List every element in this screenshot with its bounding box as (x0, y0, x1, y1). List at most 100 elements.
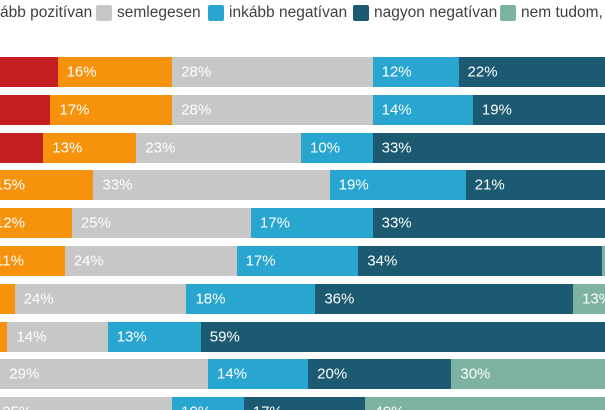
legend-label: nem tudom, n (521, 4, 605, 21)
segment-very-positive (0, 57, 58, 87)
legend-label: nagyon negatívan (374, 4, 498, 21)
segment-label: 13% (582, 290, 605, 308)
segment-rather-negative: 12% (372, 57, 459, 87)
segment-label: 19% (338, 176, 369, 194)
segment-label: 10% (310, 139, 341, 157)
segment-very-negative: 20% (308, 359, 452, 390)
segment-label: 22% (467, 63, 498, 81)
bar-row: 17% 28% 14% 19% (0, 94, 605, 125)
segment-neutral: 23% (136, 132, 302, 163)
bar-row: 12% 25% 17% 33% (0, 208, 605, 239)
segment-rather-positive: 16% (57, 57, 173, 87)
segment-rather-negative: 10% (301, 132, 373, 163)
segment-rather-positive: 15% (0, 170, 94, 201)
segment-rather-negative: 10% (172, 397, 244, 410)
segment-very-negative: 33% (372, 132, 605, 163)
segment-dont-know (601, 246, 605, 276)
legend-label: inkább negatívan (229, 4, 348, 21)
legend-label: ább pozitívan (0, 4, 93, 21)
segment-label: 17% (245, 252, 276, 270)
legend-swatch (96, 5, 112, 21)
segment-label: 12% (381, 63, 412, 81)
segment-label: 34% (367, 252, 398, 270)
segment-label: 10% (181, 405, 211, 410)
segment-label: 17% (59, 101, 90, 119)
legend-label: semlegesen (117, 4, 201, 21)
chart-legend: ább pozitívan semlegesen inkább negatívan n… (0, 0, 605, 26)
segment-rather-negative: 14% (207, 359, 309, 390)
legend-item: inkább negatívan (208, 3, 347, 23)
bar-row: 14% 13% 59% (0, 321, 605, 352)
segment-label: 12% (0, 214, 26, 232)
segment-rather-negative: 14% (372, 94, 473, 125)
segment-neutral: 14% (7, 321, 108, 352)
bar-row: 13% 23% 10% 33% (0, 132, 605, 163)
segment-rather-positive (0, 321, 8, 352)
segment-label: 28% (181, 63, 212, 81)
segment-neutral: 25% (0, 397, 173, 410)
segment-rather-negative: 13% (107, 321, 201, 352)
segment-label: 23% (145, 139, 176, 157)
segment-rather-negative: 17% (250, 208, 373, 239)
bar-row: 15% 33% 19% 21% (0, 170, 605, 201)
segment-neutral: 24% (64, 246, 237, 276)
segment-label: 33% (381, 139, 412, 157)
segment-label: 30% (460, 365, 491, 383)
segment-dont-know: 40% (365, 397, 605, 410)
segment-very-negative: 19% (472, 94, 605, 125)
segment-label: 33% (381, 214, 412, 232)
segment-label: 25% (80, 214, 111, 232)
segment-label: 21% (474, 176, 505, 194)
segment-neutral: 24% (14, 283, 187, 314)
segment-neutral: 28% (172, 94, 373, 125)
segment-very-negative: 36% (315, 283, 574, 314)
segment-label: 17% (259, 214, 290, 232)
segment-label: 20% (317, 365, 348, 383)
segment-label: 13% (52, 139, 83, 157)
bar-row: 24% 18% 36% 13% (0, 283, 605, 314)
segment-rather-positive: 11% (0, 246, 65, 276)
segment-label: 19% (481, 101, 512, 119)
legend-item: ább pozitívan (0, 3, 92, 23)
segment-rather-positive: 13% (43, 132, 137, 163)
segment-label: 24% (73, 252, 104, 270)
segment-label: 25% (2, 405, 32, 410)
segment-label: 15% (0, 176, 26, 194)
segment-neutral: 25% (71, 208, 251, 239)
segment-label: 14% (216, 365, 247, 383)
segment-very-positive (0, 132, 44, 163)
segment-label: 24% (23, 290, 54, 308)
segment-neutral: 33% (93, 170, 330, 201)
bar-row: 25% 10% 17% 40% (0, 397, 605, 410)
segment-rather-positive (0, 283, 15, 314)
legend-swatch (208, 5, 224, 21)
legend-swatch (353, 5, 369, 21)
segment-label: 14% (381, 101, 412, 119)
segment-label: 59% (209, 328, 240, 346)
segment-very-negative: 22% (458, 57, 605, 87)
segment-label: 28% (181, 101, 212, 119)
segment-label: 40% (374, 405, 404, 410)
segment-neutral: 29% (0, 359, 208, 390)
bar-row: 29% 14% 20% 30% (0, 359, 605, 390)
legend-item: semlegesen (96, 3, 201, 23)
segment-rather-negative: 17% (236, 246, 359, 276)
segment-rather-negative: 19% (329, 170, 466, 201)
segment-rather-positive: 12% (0, 208, 72, 239)
segment-label: 29% (9, 365, 40, 383)
segment-label: 13% (116, 328, 147, 346)
segment-rather-negative: 18% (186, 283, 316, 314)
segment-label: 36% (324, 290, 355, 308)
segment-very-negative: 17% (243, 397, 366, 410)
segment-label: 33% (102, 176, 133, 194)
bar-row: 16% 28% 12% 22% (0, 57, 605, 87)
segment-very-negative: 34% (358, 246, 602, 276)
legend-item: nem tudom, n (500, 3, 605, 23)
segment-very-negative: 33% (372, 208, 605, 239)
bar-row: 11% 24% 17% 34% (0, 246, 605, 276)
segment-very-negative: 59% (200, 321, 605, 352)
segment-label: 14% (16, 328, 47, 346)
segment-very-negative: 21% (465, 170, 605, 201)
